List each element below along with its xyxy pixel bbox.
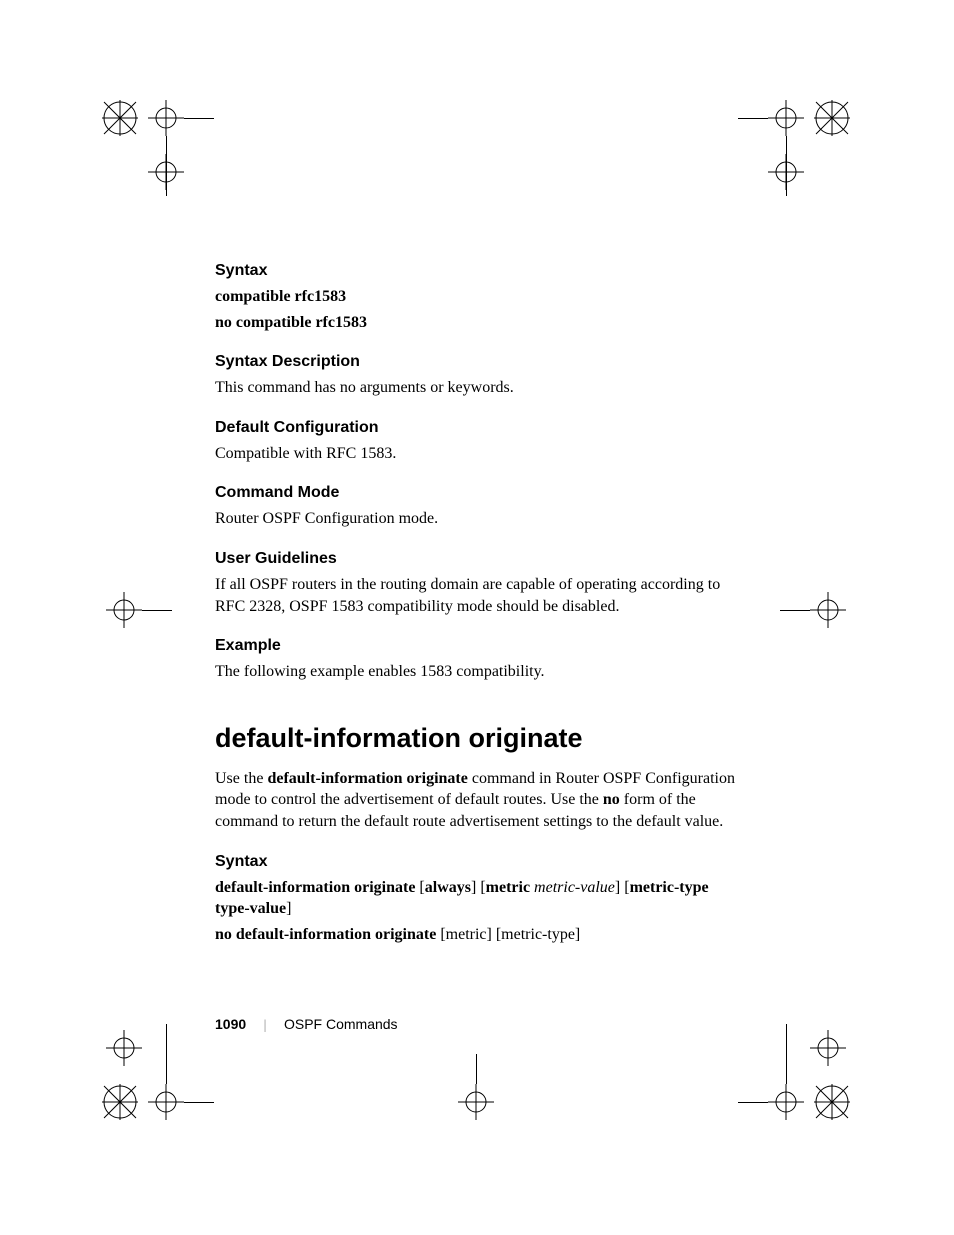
body-text: The following example enables 1583 compa… [215, 661, 745, 683]
section-heading: Syntax [215, 262, 745, 280]
command-mode-section: Command Mode Router OSPF Configuration m… [215, 484, 745, 530]
syntax-section-2: Syntax default-information originate [al… [215, 853, 745, 946]
text-run: Use the [215, 770, 267, 787]
footer-separator: | [264, 1018, 267, 1033]
regmark-icon [148, 100, 184, 136]
text-run: [ [415, 879, 424, 896]
text-run: [metric] [metric-type] [436, 926, 580, 943]
regmark-icon [768, 154, 804, 190]
regmark-icon [106, 1030, 142, 1066]
section-heading: Syntax Description [215, 353, 745, 371]
default-configuration-section: Default Configuration Compatible with RF… [215, 419, 745, 465]
command-title: default-information originate [215, 723, 745, 754]
crop-line [184, 118, 214, 119]
crop-line [184, 1102, 214, 1103]
body-text: Router OSPF Configuration mode. [215, 508, 745, 530]
text-run-bold: metric [486, 879, 530, 896]
crop-line [142, 610, 172, 611]
regmark-icon [768, 1084, 804, 1120]
body-text: This command has no arguments or keyword… [215, 377, 745, 399]
text-run-bold: default-information originate [267, 770, 467, 787]
page-content: Syntax compatible rfc1583 no compatible … [215, 262, 745, 965]
syntax-line: no compatible rfc1583 [215, 312, 745, 334]
crop-line [780, 610, 810, 611]
syntax-line: compatible rfc1583 [215, 286, 745, 308]
section-heading: Default Configuration [215, 419, 745, 437]
syntax-line: default-information originate [always] [… [215, 877, 745, 920]
crop-line [738, 118, 768, 119]
text-run-bold: always [425, 879, 471, 896]
section-heading: Example [215, 637, 745, 655]
crop-line [166, 1024, 167, 1084]
regmark-icon [458, 1084, 494, 1120]
text-run: ] [ [471, 879, 486, 896]
regmark-icon [814, 100, 850, 136]
text-run: ] [ [615, 879, 630, 896]
body-text: Compatible with RFC 1583. [215, 443, 745, 465]
syntax-line: no default-information originate [metric… [215, 924, 745, 946]
body-text: Use the default-information originate co… [215, 768, 745, 833]
regmark-icon [768, 100, 804, 136]
syntax-description-section: Syntax Description This command has no a… [215, 353, 745, 399]
crop-line [786, 1024, 787, 1084]
example-section: Example The following example enables 15… [215, 637, 745, 683]
text-run-bold: default-information originate [215, 879, 415, 896]
text-run-bold: no [603, 791, 620, 808]
page-footer: 1090 | OSPF Commands [215, 1016, 398, 1034]
crop-line [476, 1054, 477, 1084]
intro-paragraph: Use the default-information originate co… [215, 768, 745, 833]
user-guidelines-section: User Guidelines If all OSPF routers in t… [215, 550, 745, 617]
body-text: If all OSPF routers in the routing domai… [215, 574, 745, 617]
regmark-icon [814, 1084, 850, 1120]
text-run: ] [286, 900, 291, 917]
regmark-icon [148, 1084, 184, 1120]
chapter-name: OSPF Commands [284, 1016, 398, 1032]
regmark-icon [102, 100, 138, 136]
regmark-icon [810, 592, 846, 628]
regmark-icon [102, 1084, 138, 1120]
section-heading: Command Mode [215, 484, 745, 502]
section-heading: Syntax [215, 853, 745, 871]
regmark-icon [810, 1030, 846, 1066]
section-heading: User Guidelines [215, 550, 745, 568]
regmark-icon [106, 592, 142, 628]
crop-line [738, 1102, 768, 1103]
syntax-section: Syntax compatible rfc1583 no compatible … [215, 262, 745, 333]
text-run-italic: metric-value [534, 879, 615, 896]
text-run-bold: no default-information originate [215, 926, 436, 943]
regmark-icon [148, 154, 184, 190]
page-number: 1090 [215, 1016, 246, 1032]
